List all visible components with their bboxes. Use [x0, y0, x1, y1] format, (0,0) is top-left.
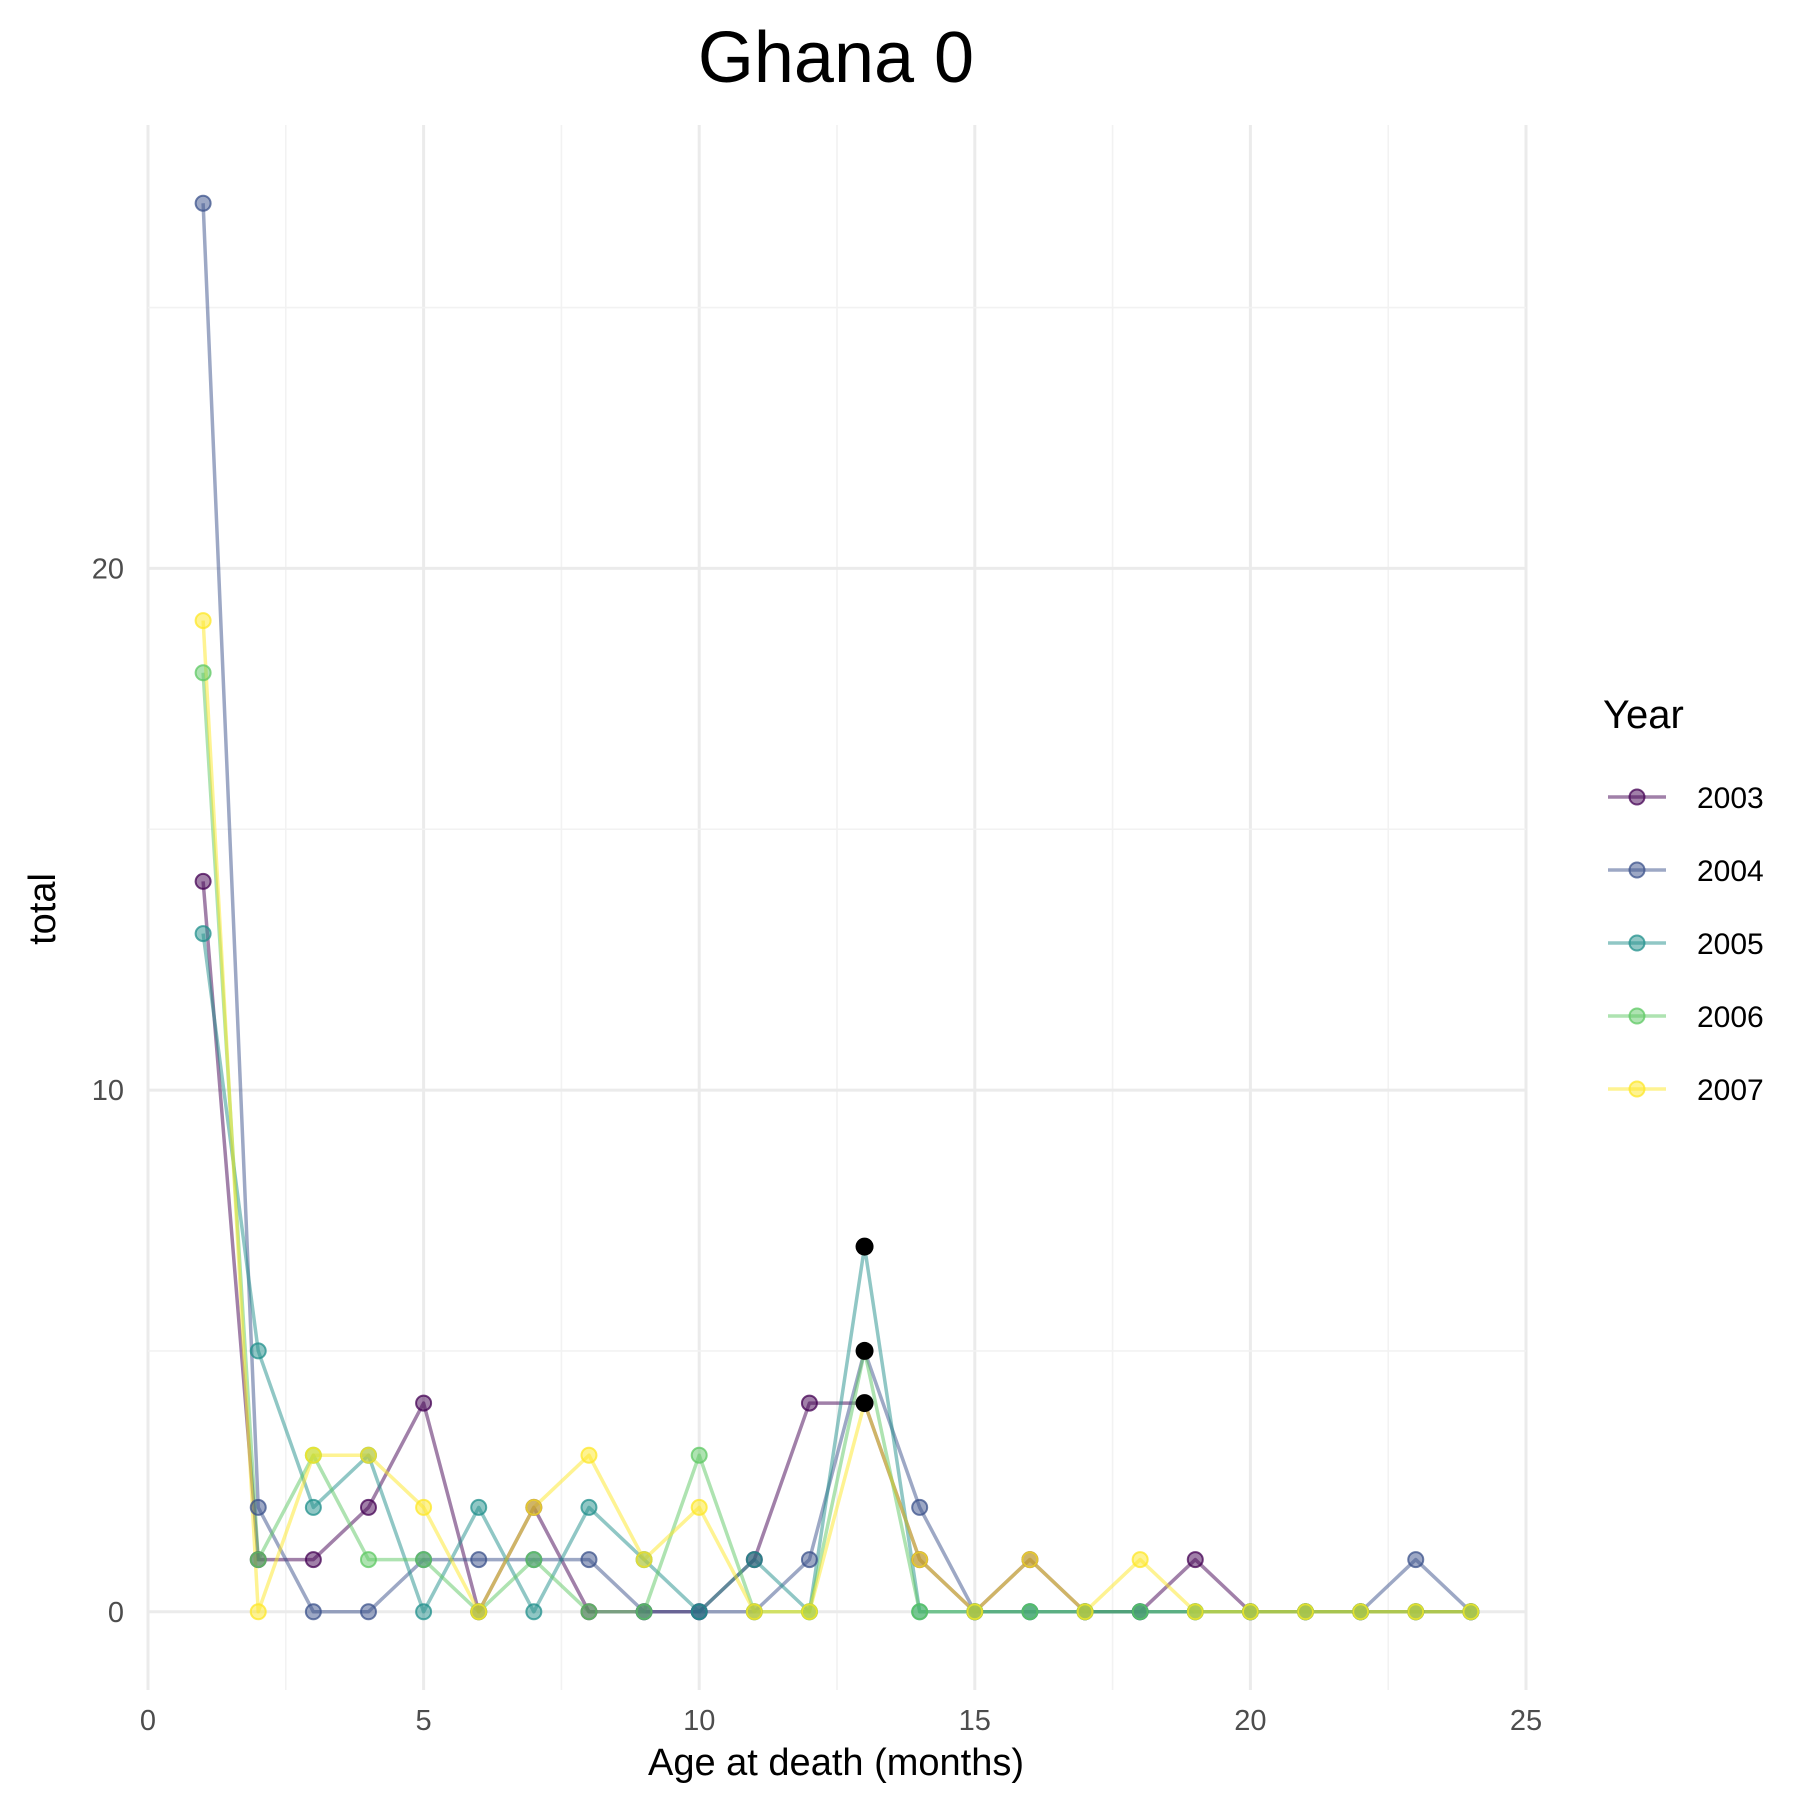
- data-point-2005: [580, 1498, 598, 1516]
- legend-item-2003: 2003: [1608, 782, 1764, 815]
- data-point-2006: [194, 664, 212, 682]
- data-point-2005: [249, 1342, 267, 1360]
- data-point-2005: [194, 925, 212, 943]
- x-tick-label: 0: [140, 1705, 156, 1737]
- x-tick-label: 10: [683, 1705, 715, 1737]
- data-point-2004: [911, 1498, 929, 1516]
- data-point-2007: [1021, 1551, 1039, 1569]
- data-point-2007: [359, 1446, 377, 1464]
- data-point-2007: [1352, 1603, 1370, 1621]
- data-point-2007: [1297, 1603, 1315, 1621]
- data-point-2007: [1131, 1551, 1149, 1569]
- x-tick-label: 20: [1234, 1705, 1266, 1737]
- data-point-2004: [359, 1603, 377, 1621]
- data-point-2003: [800, 1394, 818, 1412]
- legend-key-point: [1628, 861, 1646, 879]
- data-point-2005: [525, 1603, 543, 1621]
- legend-key-point: [1628, 788, 1646, 806]
- data-point-2007: [800, 1603, 818, 1621]
- data-point-2007: [966, 1603, 984, 1621]
- data-point-2003: [1186, 1551, 1204, 1569]
- data-point-2006: [415, 1551, 433, 1569]
- data-point-2007: [745, 1603, 763, 1621]
- data-point-2007: [249, 1603, 267, 1621]
- data-point-2005: [745, 1551, 763, 1569]
- data-point-2006: [1021, 1603, 1039, 1621]
- x-axis-ticks: 0 5 10 15 20 25: [140, 1705, 1542, 1737]
- data-point-2004: [194, 194, 212, 212]
- data-point-2004: [304, 1603, 322, 1621]
- data-point-2006: [359, 1551, 377, 1569]
- series-lines: [201, 203, 1473, 1614]
- legend-label: 2005: [1697, 928, 1764, 961]
- y-axis-ticks: 0 10 20: [92, 553, 124, 1628]
- data-point-2007: [580, 1446, 598, 1464]
- data-point-2007: [1407, 1603, 1425, 1621]
- x-tick-label: 25: [1510, 1705, 1542, 1737]
- data-point-2007: [1186, 1603, 1204, 1621]
- data-point-2007: [1462, 1603, 1480, 1621]
- data-point-2006: [1131, 1603, 1149, 1621]
- highlighted-point: [855, 1394, 874, 1413]
- legend-key-point: [1628, 1007, 1646, 1025]
- data-point-2007: [470, 1603, 488, 1621]
- data-point-2007: [1241, 1603, 1259, 1621]
- series-line-2007: [201, 620, 1471, 1614]
- y-tick-label: 10: [92, 1075, 124, 1107]
- legend-items: 2003 2004 2005 2006 2007: [1608, 782, 1764, 1107]
- highlighted-point: [855, 1237, 874, 1256]
- legend-title: Year: [1603, 693, 1684, 737]
- legend-label: 2007: [1697, 1074, 1764, 1107]
- legend-item-2006: 2006: [1608, 1001, 1764, 1034]
- data-point-2003: [415, 1394, 433, 1412]
- data-point-2004: [1407, 1551, 1425, 1569]
- x-tick-label: 15: [959, 1705, 991, 1737]
- legend-label: 2003: [1697, 782, 1764, 815]
- data-point-2005: [690, 1603, 708, 1621]
- y-tick-label: 0: [108, 1597, 124, 1629]
- data-point-2003: [304, 1551, 322, 1569]
- data-point-2007: [415, 1498, 433, 1516]
- legend-label: 2004: [1697, 855, 1764, 888]
- data-point-2007: [194, 612, 212, 630]
- data-point-2007: [635, 1551, 653, 1569]
- data-point-2004: [580, 1551, 598, 1569]
- data-point-2005: [304, 1498, 322, 1516]
- data-point-2007: [911, 1551, 929, 1569]
- grid: [146, 125, 1528, 1690]
- legend-key-point: [1628, 934, 1646, 952]
- series-points: [194, 194, 1480, 1621]
- data-point-2007: [525, 1498, 543, 1516]
- y-axis-title: total: [22, 873, 64, 945]
- legend-item-2005: 2005: [1608, 928, 1764, 961]
- data-point-2006: [635, 1603, 653, 1621]
- data-point-2004: [249, 1498, 267, 1516]
- chart-title: Ghana 0: [698, 18, 974, 98]
- data-point-2007: [1076, 1603, 1094, 1621]
- legend-item-2004: 2004: [1608, 855, 1764, 888]
- data-point-2006: [580, 1603, 598, 1621]
- y-tick-label: 20: [92, 553, 124, 585]
- x-tick-label: 5: [416, 1705, 432, 1737]
- data-point-2005: [415, 1603, 433, 1621]
- data-point-2006: [911, 1603, 929, 1621]
- data-point-2006: [690, 1446, 708, 1464]
- highlighted-point: [855, 1341, 874, 1360]
- data-point-2005: [470, 1498, 488, 1516]
- x-axis-title: Age at death (months): [648, 1742, 1024, 1784]
- data-point-2003: [359, 1498, 377, 1516]
- data-point-2004: [800, 1551, 818, 1569]
- legend-key-point: [1628, 1080, 1646, 1098]
- highlighted-points: [855, 1237, 874, 1413]
- data-point-2004: [470, 1551, 488, 1569]
- legend: Year 2003 2004 2005 2006 2007: [1603, 693, 1764, 1107]
- data-point-2003: [194, 872, 212, 890]
- legend-label: 2006: [1697, 1001, 1764, 1034]
- legend-item-2007: 2007: [1608, 1074, 1764, 1107]
- data-point-2007: [304, 1446, 322, 1464]
- data-point-2006: [249, 1551, 267, 1569]
- data-point-2007: [690, 1498, 708, 1516]
- data-point-2006: [525, 1551, 543, 1569]
